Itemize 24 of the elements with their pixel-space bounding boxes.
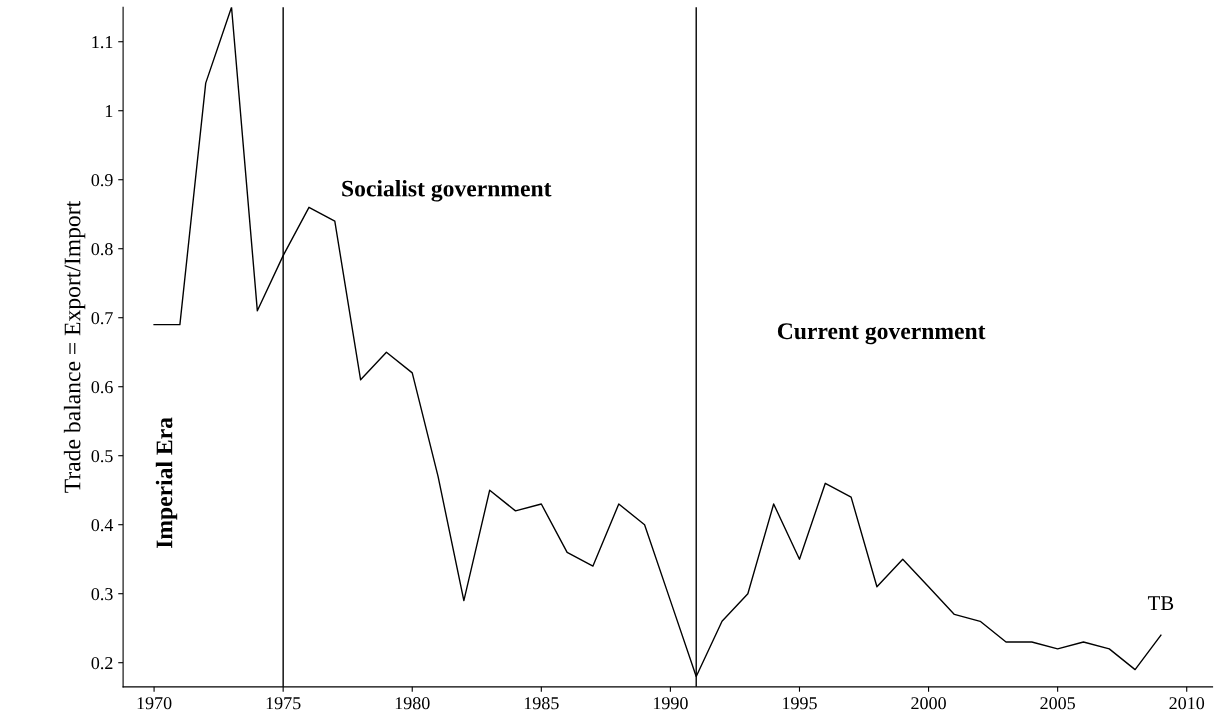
y-tick-label: 0.9	[91, 173, 113, 187]
annotation: Socialist government	[342, 179, 552, 202]
y-tick-label: 0.4	[91, 518, 114, 532]
y-tick-label: 0.3	[91, 587, 113, 601]
x-tick-label: 1970	[137, 697, 172, 710]
annotation: Imperial Era	[155, 417, 178, 549]
y-tick-label: 0.8	[91, 242, 113, 256]
x-tick-label: 2010	[1169, 697, 1205, 710]
y-tick-label: 0.6	[91, 380, 113, 394]
annotation: Current government	[777, 323, 986, 345]
y-tick-label: 1.1	[92, 36, 113, 49]
x-tick-label: 1990	[653, 697, 688, 710]
y-axis-title: Trade balance = Export/Import	[63, 200, 86, 493]
x-tick-label: 1985	[524, 697, 559, 710]
x-tick-label: 2000	[911, 697, 946, 710]
y-tick-label: 0.2	[91, 656, 113, 670]
x-tick-label: 1975	[266, 697, 301, 710]
series-label: TB	[1147, 596, 1174, 611]
y-tick-label: 1	[105, 105, 113, 117]
y-tick-label: 0.5	[91, 449, 113, 463]
y-tick-label: 0.7	[91, 311, 113, 325]
x-tick-label: 1995	[783, 697, 817, 710]
x-tick-label: 1980	[395, 697, 430, 710]
x-tick-label: 2005	[1040, 697, 1075, 710]
